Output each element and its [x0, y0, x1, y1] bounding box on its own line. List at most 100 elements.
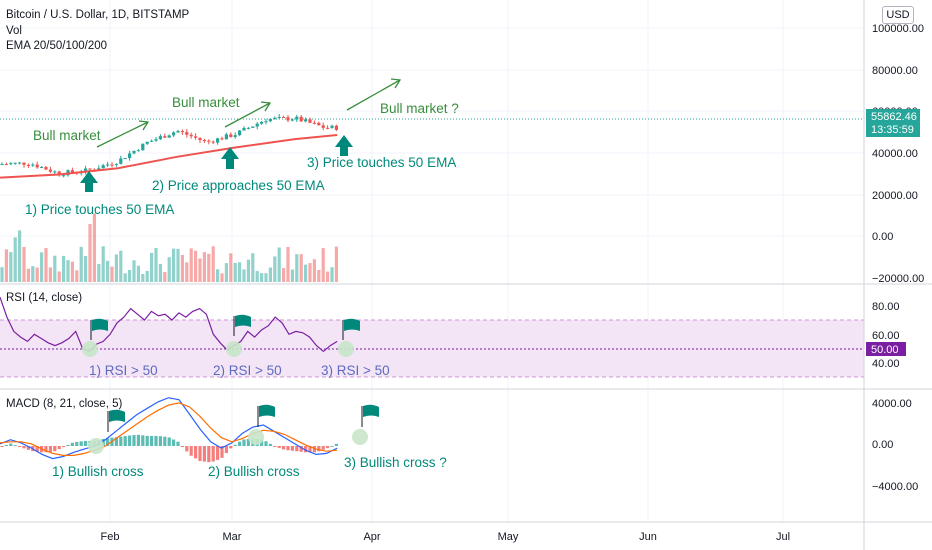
candle-body: [290, 119, 294, 121]
candle-body: [189, 134, 193, 137]
volume-bar: [260, 273, 264, 282]
volume-bar: [9, 252, 13, 282]
volume-bar: [4, 249, 8, 282]
macd-histogram-bar: [238, 441, 242, 446]
macd-histogram-bar: [141, 435, 145, 446]
candle-body: [57, 171, 61, 176]
candle-body: [176, 131, 180, 133]
macd-histogram-bar: [180, 446, 184, 447]
volume-bar: [106, 260, 110, 282]
annotation-bull-2: Bull market: [172, 95, 240, 110]
volume-bar: [141, 273, 145, 282]
volume-bar: [246, 259, 250, 282]
time-tick: Feb: [101, 531, 120, 543]
macd-histogram-bar: [242, 439, 246, 446]
volume-bar: [145, 270, 149, 282]
price-tick: 40000.00: [872, 148, 918, 160]
candle-body: [282, 116, 286, 118]
volume-bar: [220, 273, 224, 282]
macd-histogram-bar: [290, 446, 294, 451]
macd-tick: 0.00: [872, 439, 893, 451]
candle-body: [299, 116, 303, 122]
candle-body: [242, 128, 246, 131]
annotation-rsi-2: 2) RSI > 50: [213, 363, 282, 378]
currency-button[interactable]: USD: [882, 6, 914, 24]
candle-body: [158, 136, 162, 140]
volume-bar: [198, 258, 202, 282]
volume-bar: [48, 267, 52, 282]
volume-bar: [308, 263, 312, 282]
candle-body: [330, 125, 334, 128]
volume-bar: [167, 257, 171, 282]
macd-histogram-bar: [84, 440, 88, 446]
macd-histogram-bar: [207, 446, 211, 463]
up-arrow-markers: [80, 135, 353, 192]
signal-line: [0, 402, 338, 456]
candle-body: [22, 162, 26, 165]
macd-histogram-bar: [75, 441, 79, 446]
macd-histogram-bar: [101, 438, 105, 446]
rsi-line: [0, 297, 338, 353]
macd-histogram-bar: [326, 446, 330, 449]
price-tick: 20000.00: [872, 190, 918, 202]
macd-histogram-bar: [44, 446, 48, 453]
volume-bar: [13, 237, 17, 282]
candle-body: [114, 163, 118, 165]
volume-bar: [224, 263, 228, 282]
candle-body: [154, 139, 158, 141]
macd-histogram-bar: [119, 436, 123, 446]
volume-bar: [136, 265, 140, 282]
candles: [0, 113, 338, 178]
candle-body: [31, 164, 35, 166]
volume-bar: [273, 256, 277, 282]
volume-bar: [158, 263, 162, 282]
volume-bars: [0, 213, 338, 282]
volume-bar: [242, 269, 246, 282]
candle-body: [317, 122, 321, 126]
candle-body: [163, 136, 167, 138]
candle-body: [141, 143, 145, 151]
candle-body: [145, 141, 149, 144]
volume-bar: [150, 252, 154, 282]
volume-bar: [154, 247, 158, 282]
volume-bar: [321, 248, 325, 282]
flag-icon: [257, 404, 275, 427]
macd-markers: [88, 404, 379, 454]
macd-title: MACD (8, 21, close, 5): [6, 398, 122, 410]
candle-body: [101, 165, 105, 169]
rsi-tick: 40.00: [872, 358, 900, 370]
candle-body: [70, 170, 74, 173]
candle-body: [233, 135, 237, 137]
candle-body: [167, 135, 171, 138]
flag-icon: [233, 314, 251, 336]
time-tick: Mar: [223, 531, 242, 543]
macd-histogram-bar: [79, 441, 83, 446]
rsi-band: [0, 319, 864, 378]
rsi-markers: [82, 314, 360, 357]
volume-bar: [114, 254, 118, 282]
last-price-badge: [866, 109, 920, 137]
macd-histogram-bar: [114, 437, 118, 446]
up-arrow-icon: [80, 171, 98, 192]
macd-tick: 4000.00: [872, 398, 912, 410]
candle-body: [268, 119, 272, 122]
volume-bar: [277, 247, 281, 282]
volume-bar: [326, 271, 330, 282]
macd-histogram-bar: [189, 446, 193, 456]
candle-body: [0, 164, 4, 166]
volume-bar: [22, 246, 26, 282]
volume-bar: [304, 264, 308, 282]
volume-bar: [211, 246, 215, 282]
volume-bar: [189, 248, 193, 282]
macd-histogram-bar: [277, 446, 281, 448]
macd-histogram-bar: [299, 446, 303, 452]
volume-bar: [40, 252, 44, 282]
macd-histogram-bar: [295, 446, 299, 452]
candle-body: [229, 134, 233, 137]
price-tick: 100000.00: [872, 23, 924, 35]
macd-histogram-bar: [229, 446, 233, 449]
macd-histogram-bar: [13, 445, 17, 447]
macd-histogram-bar: [321, 446, 325, 450]
volume-bar: [70, 261, 74, 282]
